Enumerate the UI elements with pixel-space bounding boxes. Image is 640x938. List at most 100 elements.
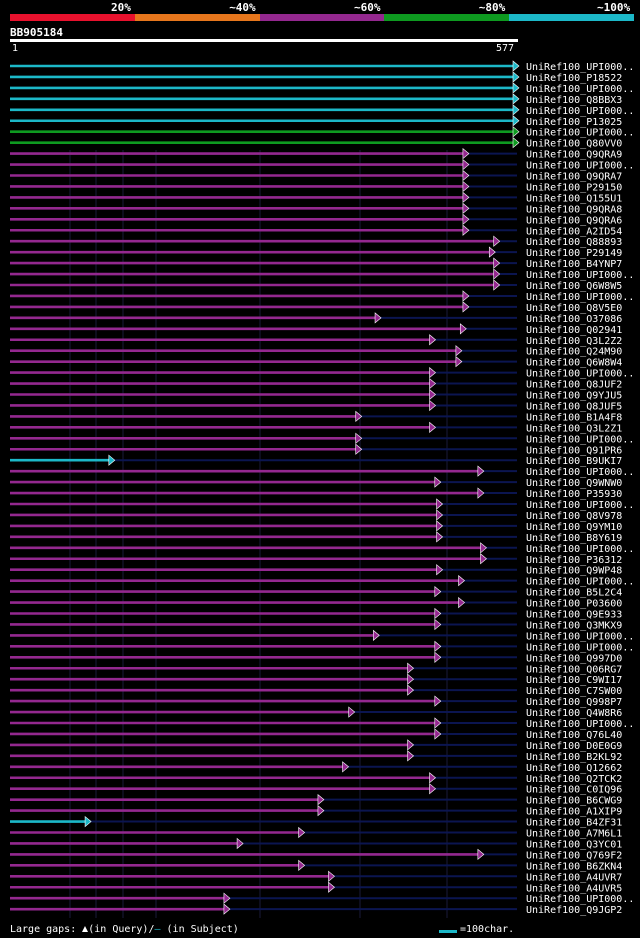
legend-label: ~40% (229, 1, 256, 14)
hit-label: UniRef100_Q76L40 (526, 730, 622, 741)
hit-end-arrow (429, 783, 436, 795)
hit-end-arrow (317, 804, 325, 817)
hit-end-arrow (429, 772, 436, 784)
hit-end-arrow (84, 815, 92, 828)
hit-label: UniRef100_Q02941 (526, 325, 622, 336)
hit-end-arrow (429, 377, 436, 390)
hit-label: UniRef100_Q8JUF2 (526, 380, 622, 391)
hit-end-arrow (407, 750, 415, 762)
query-gap-triangle-icon (82, 926, 89, 932)
legend-swatch (134, 14, 260, 21)
hit-end-arrow (493, 268, 501, 280)
hit-end-arrow (436, 564, 444, 576)
hit-label: UniRef100_Q3L2Z1 (526, 423, 622, 434)
hit-end-arrow (512, 93, 520, 105)
subject-gap-dash-icon: — (154, 924, 161, 935)
legend-swatch (384, 14, 510, 21)
hit-label: UniRef100_UPI000.. (526, 577, 634, 588)
hit-end-arrow (429, 399, 436, 412)
hit-label: UniRef100_P18522 (526, 73, 622, 84)
hit-end-arrow (462, 202, 470, 214)
hit-end-arrow (223, 903, 231, 915)
hit-end-arrow (434, 618, 442, 631)
hit-label: UniRef100_P36312 (526, 555, 622, 566)
hit-label: UniRef100_Q6W8W4 (526, 358, 622, 369)
hit-label: UniRef100_A7M6L1 (526, 829, 622, 840)
hit-label: UniRef100_A4UVR5 (526, 883, 622, 894)
hit-end-arrow (328, 881, 335, 893)
hit-label: UniRef100_Q9JGP2 (526, 905, 622, 916)
hit-label: UniRef100_Q8V5E0 (526, 303, 622, 314)
hit-end-arrow (436, 509, 444, 521)
legend-label: ~100% (597, 1, 631, 14)
hit-end-arrow (298, 859, 306, 871)
hit-end-arrow (108, 454, 116, 466)
hit-label: UniRef100_UPI000.. (526, 544, 634, 555)
hit-end-arrow (298, 826, 306, 839)
hit-end-arrow (407, 673, 415, 685)
hit-end-arrow (429, 421, 436, 433)
hit-label: UniRef100_UPI000.. (526, 642, 634, 653)
hit-end-arrow (477, 487, 485, 499)
hit-end-arrow (493, 257, 501, 269)
hit-label: UniRef100_UPI000.. (526, 631, 634, 642)
hit-label: UniRef100_Q80VV0 (526, 139, 622, 150)
hit-label: UniRef100_Q9WNW0 (526, 478, 622, 489)
hit-end-arrow (434, 728, 442, 740)
hit-label: UniRef100_Q9QRA7 (526, 172, 622, 183)
hit-end-arrow (317, 794, 325, 806)
hit-end-arrow (462, 301, 470, 313)
hit-end-arrow (429, 334, 436, 346)
ruler-start-label: 1 (12, 43, 19, 54)
hit-label: UniRef100_Q3MKX9 (526, 620, 622, 631)
hit-label: UniRef100_Q155U1 (526, 193, 622, 204)
hit-end-arrow (436, 520, 444, 532)
hit-label: UniRef100_C0IQ96 (526, 785, 622, 796)
hit-end-arrow (477, 848, 485, 861)
hit-end-arrow (374, 312, 382, 324)
hit-label: UniRef100_Q3L2Z2 (526, 336, 622, 347)
ruler-end-label: 577 (496, 43, 515, 54)
legend-label: 20% (111, 1, 131, 14)
hit-end-arrow (462, 158, 470, 171)
hit-end-arrow (462, 290, 470, 302)
hit-end-arrow (462, 191, 470, 204)
hit-label: UniRef100_Q9QRA9 (526, 150, 622, 161)
hit-label: UniRef100_P29150 (526, 182, 622, 193)
hit-end-arrow (458, 575, 465, 587)
hit-end-arrow (480, 553, 487, 565)
hit-label: UniRef100_Q9E933 (526, 610, 622, 621)
hit-end-arrow (434, 695, 442, 707)
hit-label: UniRef100_C9WI17 (526, 675, 622, 686)
hit-label: UniRef100_UPI000.. (526, 467, 634, 478)
hit-label: UniRef100_Q9QRA8 (526, 204, 622, 215)
hit-label: UniRef100_B1A4F8 (526, 412, 622, 423)
hit-end-arrow (462, 213, 470, 225)
hit-end-arrow (434, 585, 442, 598)
legend-swatch (509, 14, 634, 21)
hit-end-arrow (512, 60, 520, 72)
legend-swatch (10, 14, 135, 21)
hit-end-arrow (512, 71, 520, 83)
hit-label: UniRef100_B6CWG9 (526, 796, 622, 807)
hit-end-arrow (355, 443, 363, 455)
hit-end-arrow (458, 596, 465, 609)
hit-end-arrow (436, 498, 444, 510)
query-id: BB905184 (10, 26, 63, 39)
legend-label: ~60% (354, 1, 381, 14)
hit-end-arrow (434, 640, 442, 652)
hit-label: UniRef100_UPI000.. (526, 500, 634, 511)
large-gaps-legend: Large gaps: (in Query)/— (in Subject) (10, 924, 239, 935)
gaps-prefix: Large gaps: (10, 924, 83, 935)
hit-end-arrow (434, 717, 442, 729)
hit-label: UniRef100_UPI000.. (526, 894, 634, 905)
hit-label: UniRef100_Q8BBX3 (526, 95, 622, 106)
hit-end-arrow (512, 126, 520, 138)
hit-label: UniRef100_Q88893 (526, 237, 622, 248)
footer: Large gaps: (in Query)/— (in Subject) =1… (0, 924, 640, 938)
hit-end-arrow (477, 465, 485, 477)
hit-end-arrow (512, 82, 520, 94)
hit-label: UniRef100_Q3YC01 (526, 839, 622, 850)
hit-label: UniRef100_B8Y619 (526, 533, 622, 544)
